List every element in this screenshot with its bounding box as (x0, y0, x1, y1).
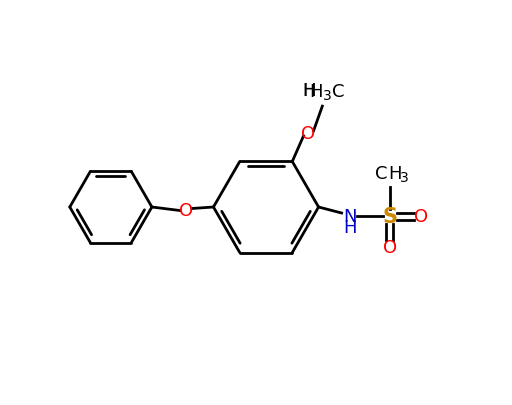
Text: O: O (382, 239, 397, 256)
Text: H: H (343, 218, 356, 237)
Text: H: H (302, 82, 316, 100)
Text: S: S (382, 207, 397, 226)
Text: H: H (302, 82, 316, 100)
Text: O: O (302, 125, 315, 143)
Text: H: H (388, 165, 401, 183)
Text: C: C (375, 165, 387, 183)
Text: 3: 3 (400, 171, 409, 185)
Text: O: O (179, 201, 193, 219)
Text: H: H (309, 83, 323, 101)
Text: 3: 3 (323, 89, 332, 103)
Text: N: N (343, 207, 356, 226)
Text: O: O (414, 207, 428, 226)
Text: C: C (332, 83, 345, 101)
